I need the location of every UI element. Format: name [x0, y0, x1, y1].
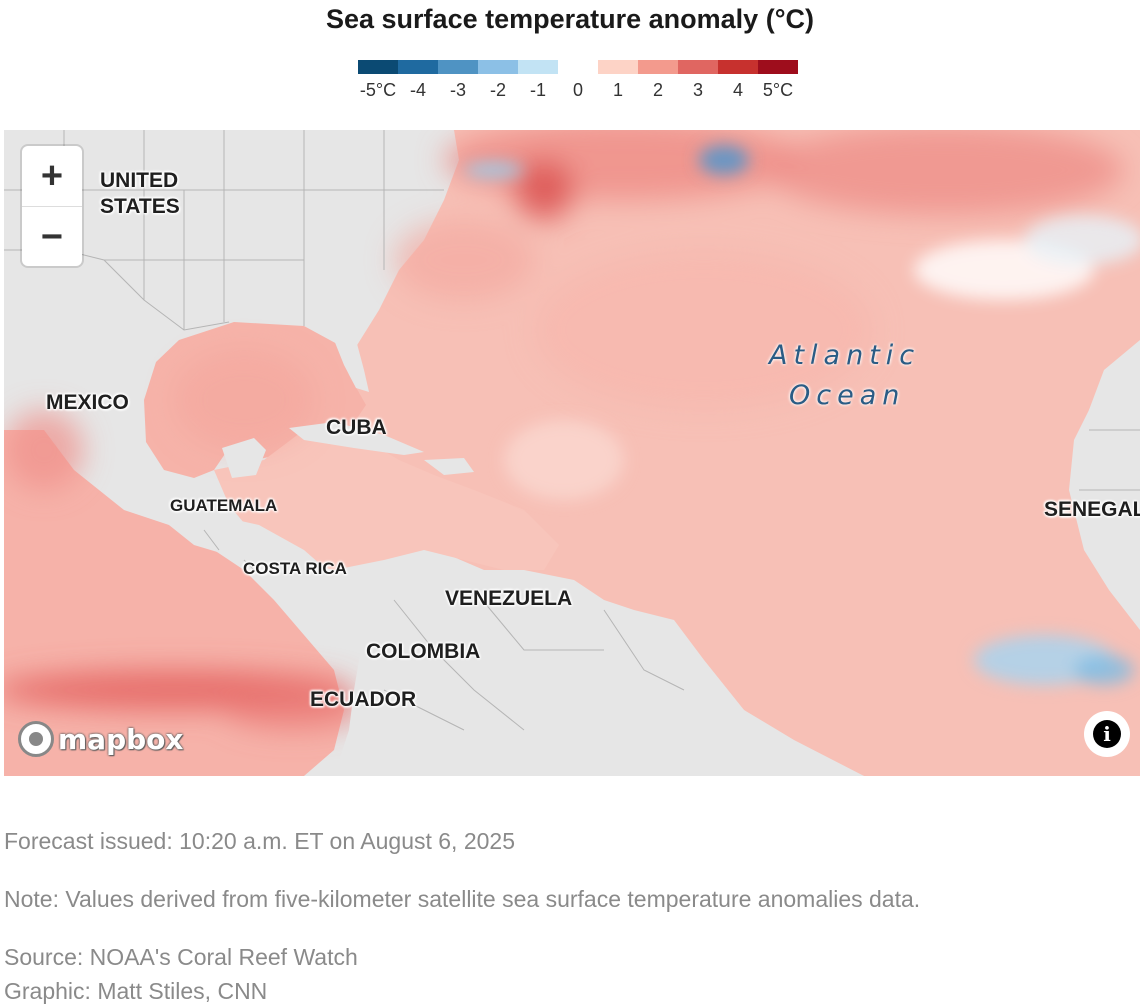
- africa-land: [1079, 340, 1140, 600]
- caribbean-sea-anomaly: [214, 430, 559, 570]
- info-icon: i: [1093, 720, 1121, 748]
- legend-label: -4: [409, 80, 427, 100]
- ocean-label-line1: Atlantic: [769, 340, 921, 371]
- graphic-credit: Graphic: Matt Stiles, CNN: [4, 978, 268, 1004]
- legend-label: 5°C: [762, 80, 794, 100]
- zoom-controls: + −: [22, 146, 82, 266]
- florida-land: [334, 310, 369, 392]
- legend-label: -3: [449, 80, 467, 100]
- label-atlantic-ocean: Atlantic Ocean: [769, 336, 920, 416]
- cool-patches: [464, 145, 1140, 685]
- warm-patches: [4, 130, 1124, 730]
- legend-label: 3: [692, 80, 704, 100]
- legend-swatch: [558, 60, 598, 74]
- zoom-out-button[interactable]: −: [40, 216, 64, 258]
- mapbox-logo-text: mapbox: [58, 722, 184, 756]
- label-united-states: UNITED STATES: [100, 169, 180, 218]
- data-note: Note: Values derived from five-kilometer…: [4, 886, 921, 912]
- legend-label: -1: [529, 80, 547, 100]
- legend-swatch: [438, 60, 478, 74]
- legend-label: 1: [612, 80, 624, 100]
- legend-swatch: [518, 60, 558, 74]
- ocean-label-line2: Ocean: [789, 380, 906, 411]
- label-colombia: COLOMBIA: [366, 640, 481, 663]
- legend-swatch: [758, 60, 798, 74]
- legend-color-bar: [358, 60, 798, 74]
- label-cuba: CUBA: [326, 416, 387, 439]
- color-legend: -5°C -4 -3 -2 -1 0 1 2 3 4 5°C: [358, 60, 798, 104]
- legend-swatch: [398, 60, 438, 74]
- mapbox-logo-icon: [18, 721, 54, 757]
- source-note: Source: NOAA's Coral Reef Watch: [4, 944, 358, 970]
- legend-swatch: [718, 60, 758, 74]
- label-senegal: SENEGAL: [1044, 498, 1140, 521]
- legend-label: 2: [652, 80, 664, 100]
- legend-labels: -5°C -4 -3 -2 -1 0 1 2 3 4 5°C: [358, 80, 798, 104]
- legend-swatch: [678, 60, 718, 74]
- land-masses: [169, 310, 1140, 776]
- hispaniola-land: [424, 458, 474, 475]
- legend-swatch: [478, 60, 518, 74]
- zoom-in-button[interactable]: +: [22, 146, 82, 207]
- chart-title: Sea surface temperature anomaly (°C): [326, 4, 814, 34]
- legend-swatch: [638, 60, 678, 74]
- legend-label: 4: [732, 80, 744, 100]
- label-guatemala: GUATEMALA: [170, 496, 278, 515]
- forecast-note: Forecast issued: 10:20 a.m. ET on August…: [4, 828, 515, 854]
- central-america-land: [169, 515, 384, 630]
- legend-label: 0: [572, 80, 584, 100]
- label-venezuela: VENEZUELA: [445, 587, 573, 610]
- attribution-info-button[interactable]: i: [1084, 711, 1130, 757]
- yucatan-land: [222, 438, 266, 478]
- map-graphic: [4, 130, 1140, 776]
- map-canvas[interactable]: UNITED STATES MEXICO CUBA GUATEMALA COST…: [4, 130, 1140, 776]
- label-costa-rica: COSTA RICA: [243, 559, 347, 578]
- label-ecuador: ECUADOR: [310, 688, 417, 711]
- legend-label: -2: [489, 80, 507, 100]
- south-america-land: [334, 570, 864, 776]
- label-mexico: MEXICO: [46, 391, 129, 414]
- legend-swatch: [598, 60, 638, 74]
- atlantic-sea-anomaly: [344, 130, 1140, 776]
- legend-swatch: [358, 60, 398, 74]
- legend-label: -5°C: [359, 80, 397, 100]
- cuba-land: [289, 422, 424, 455]
- mapbox-logo[interactable]: mapbox: [18, 718, 183, 760]
